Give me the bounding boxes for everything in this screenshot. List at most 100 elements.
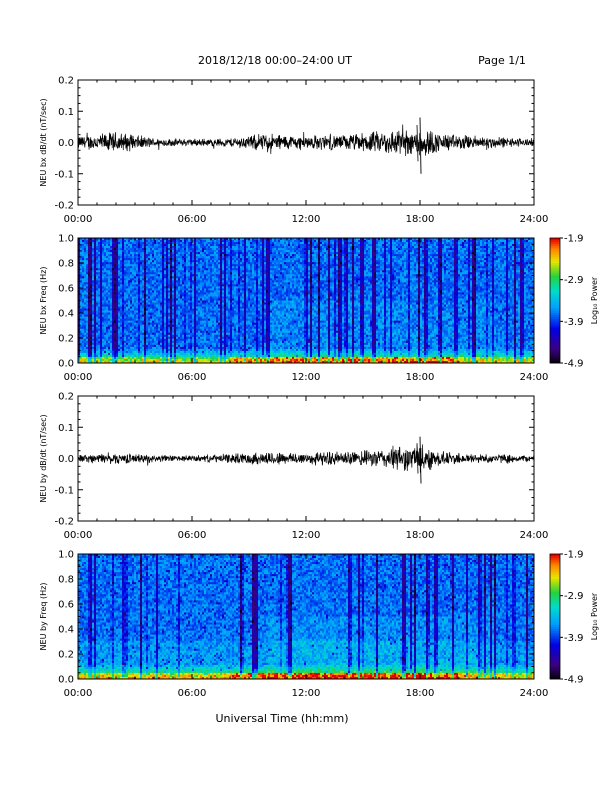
colorbar-swatch (550, 624, 560, 628)
colorbar-swatch (550, 304, 560, 308)
y-tick-label: 0.0 (58, 138, 74, 149)
colorbar-swatch (550, 581, 560, 584)
y-tick-label: -0.1 (54, 169, 74, 180)
y-axis-label: NEU by dB/dt (nT/sec) (39, 414, 48, 502)
colorbar-swatch (550, 333, 560, 337)
colorbar-swatch (550, 292, 560, 295)
x-tick-label: 00:00 (64, 214, 93, 225)
colorbar-swatch (550, 356, 560, 360)
colorbar-swatch (550, 308, 560, 312)
y-tick-label: 0.8 (58, 575, 74, 586)
peak-spike (419, 436, 422, 484)
colorbar-swatch (550, 583, 560, 586)
x-tick-label: 24:00 (520, 530, 549, 541)
y-tick-label: 0.1 (58, 107, 74, 118)
colorbar-swatch (550, 674, 560, 678)
colorbar-swatch (550, 360, 560, 364)
by-spectrogram-panel: -1.9 -2.9 -3.9 -4.9 Log₁₀ Power 00:00 06:00 12:… (39, 550, 599, 700)
y-tick-label: 0.4 (58, 309, 74, 320)
colorbar-swatch (550, 618, 560, 622)
colorbar-swatch (550, 246, 560, 249)
colorbar-swatch (550, 612, 560, 615)
colorbar-swatch (550, 252, 560, 256)
colorbar-swatch (550, 348, 560, 351)
colorbar-swatch (550, 597, 560, 601)
colorbar-swatch (550, 335, 560, 339)
colorbar-swatch (550, 258, 560, 262)
y-tick-label: 0.2 (58, 76, 74, 87)
colorbar-swatch (550, 242, 560, 245)
colorbar-swatch (550, 283, 560, 287)
colorbar-swatch (550, 645, 560, 649)
colorbar-swatch (550, 244, 560, 247)
colorbar-swatch (550, 325, 560, 328)
colorbar-label: Log₁₀ Power (590, 276, 599, 324)
colorbar-swatch (550, 626, 560, 630)
colorbar-swatch (550, 668, 560, 672)
x-tick-label: 00:00 (64, 530, 93, 541)
colorbar-swatch (550, 604, 560, 607)
colorbar-swatch (550, 290, 560, 293)
colorbar-swatch (550, 664, 560, 667)
colorbar-swatch (550, 622, 560, 626)
bx-spectrogram-panel: -1.9 -2.9 -3.9 -4.9 Log₁₀ Power 00:00 06:00 12:… (39, 234, 599, 384)
signal-trace (77, 444, 535, 473)
colorbar-swatch (550, 662, 560, 665)
colorbar-swatch (550, 340, 560, 343)
x-tick-label: 06:00 (178, 530, 207, 541)
spectrogram-cells (78, 238, 535, 364)
y-tick-label: 0.6 (58, 284, 74, 295)
colorbar-swatch (550, 631, 560, 634)
colorbar-swatch (550, 300, 560, 303)
colorbar-swatch (550, 587, 560, 590)
x-tick-label: 18:00 (406, 214, 435, 225)
y-tick-label: 0.4 (58, 625, 74, 636)
colorbar-swatch (550, 562, 560, 565)
colorbar-swatch (550, 570, 560, 574)
peak-spike (416, 443, 419, 474)
y-tick-label: 0.2 (58, 392, 74, 403)
colorbar-swatch (550, 273, 560, 276)
colorbar-swatch (550, 248, 560, 251)
colorbar-swatch (550, 306, 560, 310)
colorbar-swatch (550, 666, 560, 669)
colorbar-swatch (550, 310, 560, 314)
colorbar-swatch (550, 267, 560, 270)
peak-spike (419, 117, 422, 174)
colorbar-swatch (550, 319, 560, 322)
y-tick-label: -0.1 (54, 485, 74, 496)
x-tick-label: 18:00 (406, 530, 435, 541)
x-tick-label: 06:00 (178, 688, 207, 699)
x-tick-label: 18:00 (406, 372, 435, 383)
colorbar-swatch (550, 271, 560, 274)
colorbar-swatch (550, 350, 560, 353)
colorbar-frame (549, 553, 561, 680)
y-tick-label: 1.0 (58, 234, 74, 245)
x-tick-label: 12:00 (292, 530, 321, 541)
colorbar-swatch (550, 616, 560, 619)
colorbar-swatch (550, 256, 560, 260)
colorbar-swatch (550, 554, 560, 557)
colorbar-swatch (550, 560, 560, 563)
colorbar-swatch (550, 296, 560, 299)
colorbar-swatch (550, 608, 560, 611)
y-tick-label: 0.1 (58, 423, 74, 434)
colorbar-swatch (550, 556, 560, 559)
colorbar-swatch (550, 647, 560, 651)
colorbar-swatch (550, 610, 560, 613)
x-tick-label: 06:00 (178, 372, 207, 383)
colorbar-swatch (550, 329, 560, 333)
colorbar-swatch (550, 277, 560, 281)
page-indicator: Page 1/1 (478, 54, 526, 67)
colorbar-swatch (550, 579, 560, 582)
colorbar-swatch (550, 637, 560, 640)
x-axis-label: Universal Time (hh:mm) (216, 712, 349, 725)
colorbar-swatch (550, 358, 560, 362)
x-tick-label: 24:00 (520, 372, 549, 383)
x-tick-label: 24:00 (520, 214, 549, 225)
y-tick-label: 0.0 (58, 359, 74, 370)
y-tick-label: 0.8 (58, 259, 74, 270)
bx-timeseries-panel: 00:00 06:00 12:00 18:00 24:00 0.2 0.1 0.0 -0.1 -0… (39, 76, 548, 226)
colorbar-swatch (550, 614, 560, 617)
